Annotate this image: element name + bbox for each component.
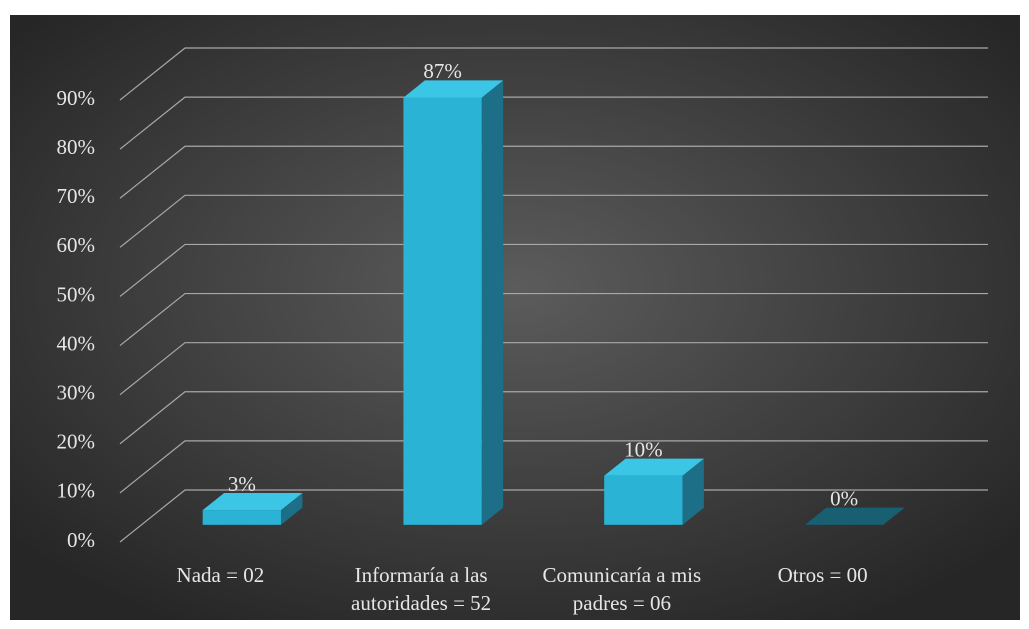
y-tick-label: 90% [57, 86, 96, 110]
bar-top [604, 458, 704, 476]
y-tick-label: 20% [57, 430, 96, 454]
grid-line [119, 391, 988, 445]
grid-line [119, 292, 988, 347]
y-tick-label: 50% [57, 282, 96, 306]
grid-line [119, 243, 988, 297]
bar-top [202, 492, 303, 511]
x-tick-label: Comunicaría a mis padres = 06 [542, 563, 702, 615]
grid-line [119, 342, 988, 396]
y-tick-label: 80% [57, 135, 96, 159]
y-tick-label: 40% [57, 331, 96, 355]
y-tick-label: 70% [57, 184, 96, 208]
bar-side [682, 458, 704, 525]
grid-line [119, 194, 988, 248]
y-tick-label: 30% [57, 380, 96, 404]
bar-top [804, 507, 905, 525]
bar-side [280, 492, 303, 525]
y-tick-label: 0% [67, 528, 95, 552]
bar [604, 475, 683, 525]
grid-line [119, 145, 988, 199]
grid-line [119, 96, 988, 150]
grid-line [119, 489, 988, 543]
x-tick-label: Informaría a las autoridades = 52 [351, 563, 492, 615]
x-tick-label: Otros = 00 [777, 563, 868, 587]
data-label: 3% [228, 472, 256, 496]
background [10, 15, 1020, 620]
bar [202, 510, 281, 525]
bar [403, 97, 482, 525]
grid-line [119, 440, 988, 494]
grid-line [119, 47, 988, 101]
data-label: 87% [423, 59, 462, 83]
data-label: 0% [830, 486, 858, 510]
y-tick-label: 60% [57, 233, 96, 257]
data-label: 10% [624, 437, 663, 461]
bar-top [403, 80, 504, 98]
x-tick-label: Nada = 02 [176, 563, 265, 587]
y-tick-label: 10% [57, 479, 96, 503]
bar-side [481, 80, 504, 525]
